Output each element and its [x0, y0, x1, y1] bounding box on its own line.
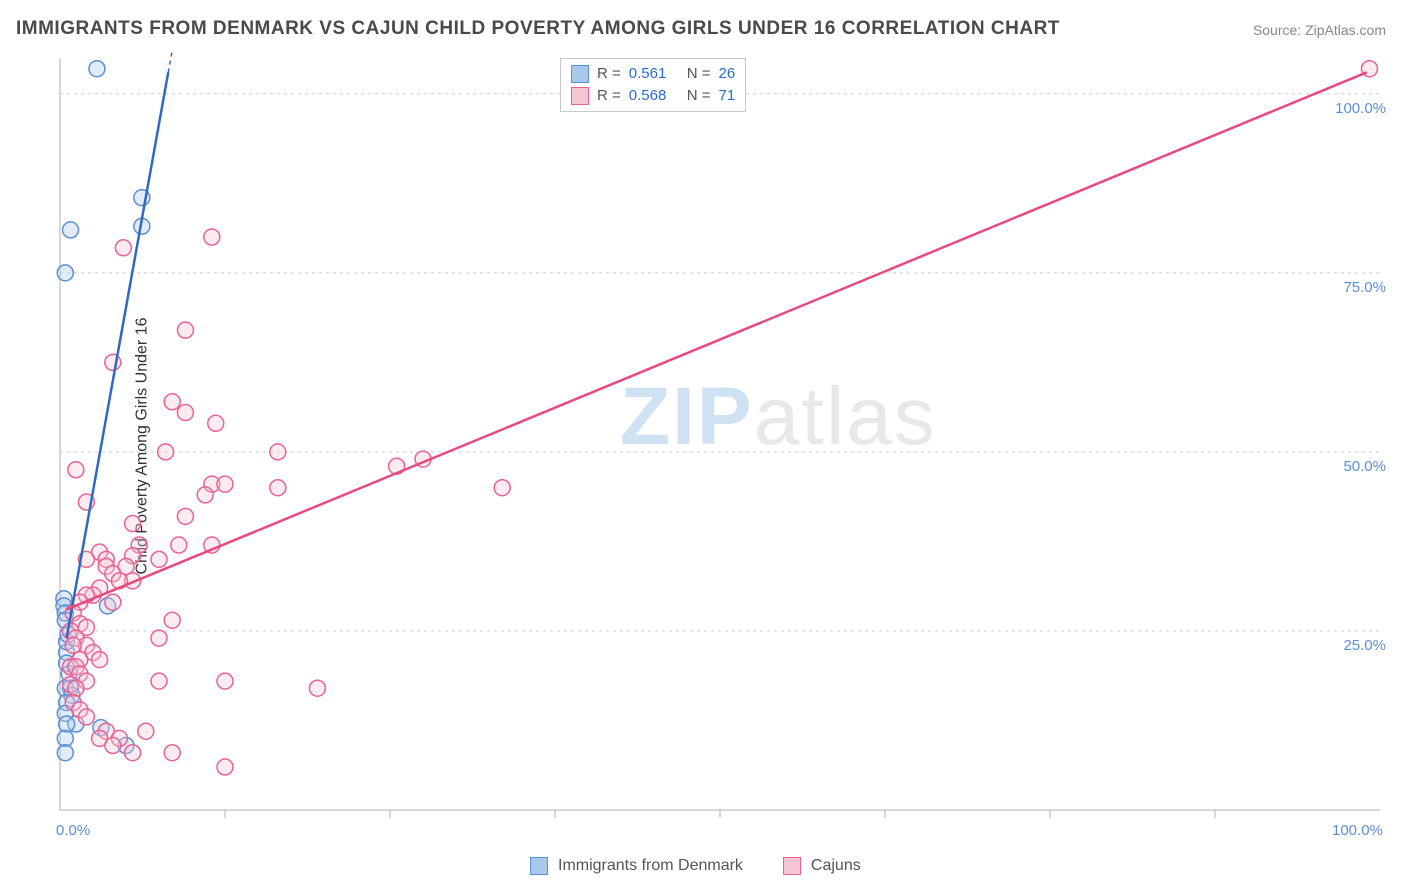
data-point	[105, 594, 121, 610]
xtick-label: 100.0%	[1332, 822, 1383, 839]
plot-svg	[52, 50, 1388, 840]
trend-line	[67, 72, 1367, 609]
series-legend-label: Immigrants from Denmark	[558, 857, 743, 875]
data-point	[204, 229, 220, 245]
data-point	[177, 405, 193, 421]
legend-r-label: R =	[597, 85, 621, 107]
data-point	[151, 630, 167, 646]
plot-area	[52, 50, 1388, 840]
data-point	[63, 222, 79, 238]
data-point	[65, 637, 81, 653]
legend-n-label: N =	[687, 85, 711, 107]
correlation-legend: R = 0.561 N = 26 R = 0.568 N = 71	[560, 58, 746, 112]
ytick-label: 25.0%	[1343, 637, 1386, 654]
source-label: Source: ZipAtlas.com	[1253, 22, 1386, 38]
data-point	[164, 745, 180, 761]
legend-n-value: 71	[719, 85, 736, 107]
data-point	[92, 652, 108, 668]
series-legend: Immigrants from Denmark Cajuns	[530, 857, 861, 875]
data-point	[68, 680, 84, 696]
legend-n-label: N =	[687, 63, 711, 85]
legend-swatch	[530, 857, 548, 875]
data-point	[217, 476, 233, 492]
data-point	[309, 680, 325, 696]
chart-title: IMMIGRANTS FROM DENMARK VS CAJUN CHILD P…	[16, 18, 1060, 40]
data-point	[115, 240, 131, 256]
data-point	[138, 723, 154, 739]
data-point	[164, 394, 180, 410]
data-point	[57, 745, 73, 761]
xtick-label: 0.0%	[56, 822, 90, 839]
data-point	[125, 516, 141, 532]
data-point	[217, 759, 233, 775]
ytick-label: 100.0%	[1335, 100, 1386, 117]
data-point	[217, 673, 233, 689]
legend-r-label: R =	[597, 63, 621, 85]
data-point	[164, 612, 180, 628]
data-point	[105, 738, 121, 754]
legend-r-value: 0.568	[629, 85, 679, 107]
data-point	[57, 265, 73, 281]
series-legend-label: Cajuns	[811, 857, 861, 875]
data-point	[270, 444, 286, 460]
data-point	[158, 444, 174, 460]
ytick-label: 75.0%	[1343, 279, 1386, 296]
data-point	[125, 745, 141, 761]
legend-row: R = 0.568 N = 71	[571, 85, 735, 107]
data-point	[197, 487, 213, 503]
data-point	[177, 322, 193, 338]
ytick-label: 50.0%	[1343, 458, 1386, 475]
data-point	[151, 673, 167, 689]
legend-swatch	[783, 857, 801, 875]
data-point	[270, 480, 286, 496]
data-point	[151, 551, 167, 567]
legend-row: R = 0.561 N = 26	[571, 63, 735, 85]
data-point	[208, 415, 224, 431]
data-point	[171, 537, 187, 553]
data-point	[89, 61, 105, 77]
data-point	[78, 709, 94, 725]
legend-r-value: 0.561	[629, 63, 679, 85]
chart-container: IMMIGRANTS FROM DENMARK VS CAJUN CHILD P…	[0, 0, 1406, 892]
series-legend-item: Cajuns	[783, 857, 861, 875]
legend-swatch	[571, 65, 589, 83]
data-point	[177, 508, 193, 524]
legend-n-value: 26	[719, 63, 736, 85]
data-point	[68, 462, 84, 478]
data-point	[494, 480, 510, 496]
series-legend-item: Immigrants from Denmark	[530, 857, 743, 875]
data-point	[59, 716, 75, 732]
legend-swatch	[571, 87, 589, 105]
trend-line-extrapolated	[168, 50, 172, 72]
